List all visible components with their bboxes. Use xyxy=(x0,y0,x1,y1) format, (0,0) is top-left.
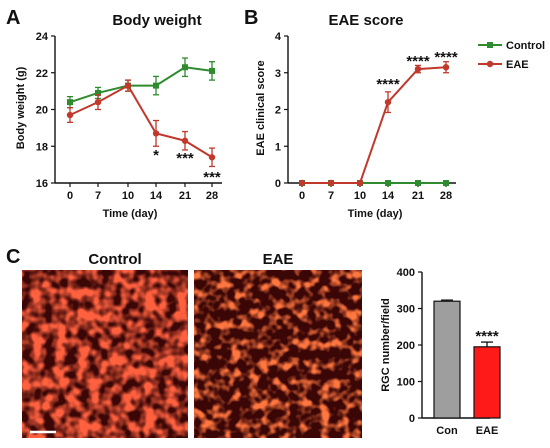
x-tick-label: 14 xyxy=(150,190,163,202)
series-eae-line xyxy=(302,66,447,184)
data-point-eae xyxy=(298,179,306,187)
significance-marker: **** xyxy=(406,53,430,70)
x-tick-label: 21 xyxy=(179,190,191,202)
y-tick-label: 18 xyxy=(36,141,48,153)
x-tick-label: 0 xyxy=(299,190,305,202)
data-point-eae xyxy=(181,137,189,144)
data-point-eae xyxy=(94,98,102,106)
y-axis-label: RGC number/field xyxy=(380,298,392,392)
data-point-control xyxy=(153,82,159,89)
y-tick-label: 0 xyxy=(409,413,415,425)
legend-control-label: Control xyxy=(506,40,545,52)
x-axis-label: Time (day) xyxy=(103,208,158,220)
micrograph-control-image xyxy=(22,270,188,438)
y-tick-label: 400 xyxy=(397,267,415,279)
data-point-eae xyxy=(124,82,132,89)
y-tick-label: 16 xyxy=(36,178,48,190)
bar-con xyxy=(433,300,461,419)
y-tick-label: 0 xyxy=(275,178,281,190)
significance-marker: **** xyxy=(434,49,458,66)
micrograph-panel: Control EAE xyxy=(22,251,362,438)
series-eae-line xyxy=(69,84,213,159)
x-tick-label: 14 xyxy=(382,190,395,202)
data-point-control xyxy=(209,67,215,74)
x-tick-label: 0 xyxy=(67,190,73,202)
micrograph-eae-image xyxy=(194,270,362,438)
legend-eae-marker xyxy=(486,60,494,68)
panel-label-a: A xyxy=(6,7,20,29)
data-point-control xyxy=(385,180,391,186)
micrograph-eae-label: EAE xyxy=(263,251,294,268)
rgc-count-chart: RGC number/field 0 100 200 300 400 Con EAE **** xyxy=(380,267,501,437)
data-point-eae xyxy=(327,179,335,187)
body-weight-chart: Body weight Body weight (g) Time (day) 1… xyxy=(15,12,222,220)
data-point-control xyxy=(95,89,101,96)
panel-label-c: C xyxy=(6,246,20,268)
micrograph-control-label: Control xyxy=(88,251,141,268)
data-point-eae xyxy=(66,111,74,119)
eae-score-chart: EAE score EAE clinical score Time (day) … xyxy=(255,12,545,220)
y-tick-label: 2 xyxy=(275,105,281,117)
y-tick-label: 20 xyxy=(36,105,48,117)
legend-eae-label: EAE xyxy=(506,59,529,71)
x-tick-label: 28 xyxy=(440,190,452,202)
significance-marker: *** xyxy=(176,150,194,167)
x-axis-label: Time (day) xyxy=(348,208,403,220)
chart-title: Body weight xyxy=(112,12,201,29)
y-tick-label: 200 xyxy=(397,340,415,352)
panel-label-b: B xyxy=(244,7,258,29)
x-tick-label: 7 xyxy=(95,190,101,202)
data-point-eae xyxy=(208,154,216,161)
x-tick-label: EAE xyxy=(476,425,499,437)
y-tick-label: 22 xyxy=(36,68,48,80)
y-tick-label: 100 xyxy=(397,377,415,389)
x-tick-label: 10 xyxy=(122,190,134,202)
data-point-control xyxy=(415,180,421,186)
y-tick-label: 300 xyxy=(397,304,415,316)
y-tick-label: 24 xyxy=(36,31,49,43)
y-axis-label: Body weight (g) xyxy=(15,66,27,149)
y-tick-label: 1 xyxy=(275,141,281,153)
y-tick-label: 3 xyxy=(275,68,281,80)
data-point-eae xyxy=(152,130,160,137)
series-control-line xyxy=(69,66,213,104)
significance-marker: *** xyxy=(203,169,221,186)
data-point-eae xyxy=(356,179,364,187)
bar-eae xyxy=(473,346,501,419)
chart-title: EAE score xyxy=(328,12,403,29)
x-tick-label: 10 xyxy=(354,190,366,202)
legend-control-marker xyxy=(487,42,493,48)
data-point-control xyxy=(67,99,73,106)
data-point-control xyxy=(443,180,449,186)
significance-marker: * xyxy=(153,147,159,164)
significance-marker: **** xyxy=(376,76,400,93)
x-tick-label: 21 xyxy=(412,190,424,202)
legend: Control EAE xyxy=(478,40,545,71)
x-tick-label: 7 xyxy=(328,190,334,202)
data-point-eae xyxy=(414,65,422,73)
y-axis-label: EAE clinical score xyxy=(255,60,267,155)
data-point-eae xyxy=(442,64,450,71)
data-point-eae xyxy=(384,98,392,106)
data-point-control xyxy=(182,64,188,71)
x-tick-label: 28 xyxy=(206,190,218,202)
y-tick-label: 4 xyxy=(275,31,282,43)
significance-marker: **** xyxy=(475,328,499,345)
x-tick-label: Con xyxy=(436,425,458,437)
